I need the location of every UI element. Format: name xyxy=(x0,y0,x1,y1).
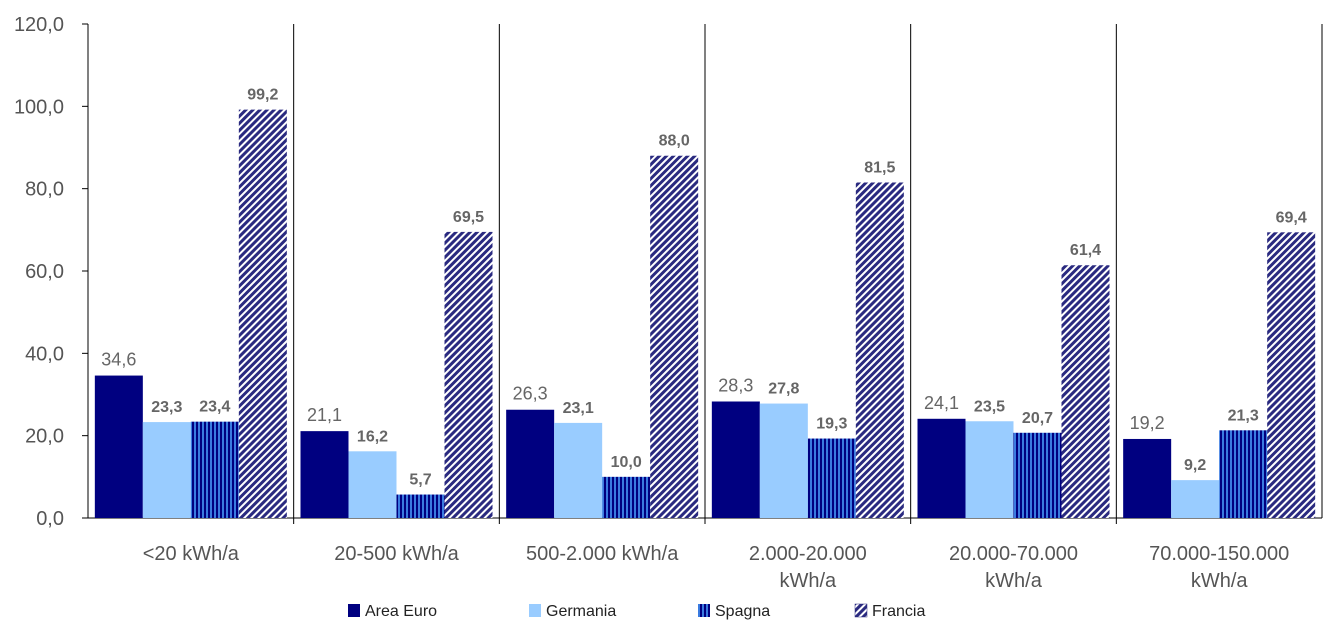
x-tick-label: 500-2.000 kWh/a xyxy=(526,543,679,565)
legend-label: Francia xyxy=(872,603,925,620)
y-tick-label: 40,0 xyxy=(25,343,64,365)
bar-germania xyxy=(759,403,808,518)
data-label: 21,3 xyxy=(1228,407,1259,424)
legend-swatch xyxy=(698,604,710,617)
bar-germania xyxy=(1171,480,1220,518)
bar-francia xyxy=(1061,265,1110,518)
x-tick-label: 20.000-70.000 xyxy=(949,543,1078,565)
bar-germania xyxy=(142,422,191,518)
bar-germania xyxy=(965,421,1014,518)
y-tick-label: 80,0 xyxy=(25,179,64,201)
data-label: 23,3 xyxy=(151,399,182,416)
bar-spagna xyxy=(396,494,445,518)
bar-germania xyxy=(348,451,397,518)
data-label: 19,3 xyxy=(816,416,847,433)
data-label: 16,2 xyxy=(357,428,388,445)
data-label: 81,5 xyxy=(864,159,895,176)
data-label: 69,4 xyxy=(1276,209,1307,226)
y-tick-label: 100,0 xyxy=(14,96,64,118)
bar-spagna xyxy=(602,476,651,518)
bar-francia xyxy=(444,231,493,518)
data-label: 9,2 xyxy=(1184,457,1206,474)
x-tick-label: 2.000-20.000 xyxy=(749,543,867,565)
x-tick-label: 20-500 kWh/a xyxy=(334,543,459,565)
x-tick-label: kWh/a xyxy=(779,570,837,592)
bar-francia xyxy=(855,182,904,518)
x-tick-labels: <20 kWh/a 20-500 kWh/a 500-2.000 kWh/a 2.00… xyxy=(143,543,1289,592)
bar-area-euro xyxy=(711,401,760,518)
data-label: 23,1 xyxy=(563,400,594,417)
data-label: 5,7 xyxy=(409,472,431,489)
bar-germania xyxy=(554,422,603,518)
bar-area-euro xyxy=(917,418,966,518)
bar-spagna xyxy=(1013,432,1062,518)
legend-label: Germania xyxy=(546,603,616,620)
bar-area-euro xyxy=(506,409,555,518)
data-label: 10,0 xyxy=(611,454,642,471)
legend-swatch xyxy=(854,603,868,618)
bar-francia xyxy=(1267,232,1316,518)
data-label: 19,2 xyxy=(1130,413,1165,433)
legend-swatch xyxy=(529,604,541,617)
data-label: 88,0 xyxy=(659,133,690,150)
y-tick-label: 20,0 xyxy=(25,426,64,448)
bar-spagna xyxy=(807,438,856,518)
data-label: 24,1 xyxy=(924,393,959,413)
x-tick-label: 70.000-150.000 xyxy=(1149,543,1289,565)
legend: Area Euro Germania Spagna Francia xyxy=(348,603,925,620)
legend-label: Spagna xyxy=(715,603,770,620)
data-label: 28,3 xyxy=(718,375,753,395)
bar-francia xyxy=(238,109,287,519)
data-label: 99,2 xyxy=(247,87,278,104)
data-label: 20,7 xyxy=(1022,410,1053,427)
legend-label: Area Euro xyxy=(365,603,437,620)
data-label: 26,3 xyxy=(513,384,548,404)
data-labels: 34,6 23,3 23,4 99,2 21,1 16,2 5,7 69,5 26,3 23,1 1… xyxy=(101,87,1307,489)
data-label: 23,4 xyxy=(199,399,230,416)
bar-spagna xyxy=(1219,430,1268,518)
y-tick-label: 120,0 xyxy=(14,14,64,36)
x-tick-label: kWh/a xyxy=(1191,570,1249,592)
data-label: 21,1 xyxy=(307,405,342,425)
y-tick-label: 60,0 xyxy=(25,261,64,283)
bar-spagna xyxy=(190,421,239,518)
bar-francia xyxy=(650,155,699,518)
data-label: 69,5 xyxy=(453,209,484,226)
axes: 0,0 20,0 40,0 60,0 80,0 100,0 120,0 xyxy=(14,14,1323,530)
bar-area-euro xyxy=(94,375,143,518)
bar-area-euro xyxy=(1123,438,1172,518)
data-label: 27,8 xyxy=(768,381,799,398)
bars xyxy=(94,109,1316,519)
data-label: 61,4 xyxy=(1070,242,1101,259)
bar-area-euro xyxy=(300,431,349,518)
x-tick-label: <20 kWh/a xyxy=(143,543,240,565)
y-tick-label: 0,0 xyxy=(36,508,64,530)
data-label: 34,6 xyxy=(101,350,136,370)
data-label: 23,5 xyxy=(974,398,1005,415)
legend-swatch xyxy=(348,604,360,617)
x-tick-label: kWh/a xyxy=(985,570,1043,592)
